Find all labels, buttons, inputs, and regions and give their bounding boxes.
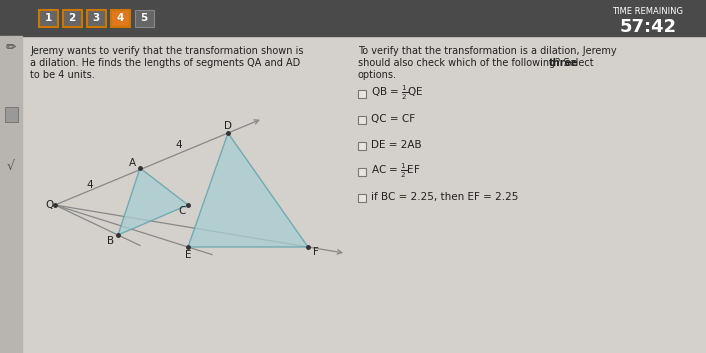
FancyBboxPatch shape [111,10,129,26]
Text: A: A [128,158,136,168]
Text: to be 4 units.: to be 4 units. [30,70,95,80]
Text: ✏: ✏ [6,42,16,54]
Text: TIME REMAINING: TIME REMAINING [613,7,683,16]
Text: 2: 2 [68,13,76,23]
Text: if BC = 2.25, then EF = 2.25: if BC = 2.25, then EF = 2.25 [371,192,518,202]
Text: three: three [549,58,579,68]
Text: B: B [107,236,114,246]
Text: 5: 5 [140,13,148,23]
Text: should also check which of the following? Select: should also check which of the following… [358,58,597,68]
FancyBboxPatch shape [4,107,18,121]
Bar [22,36,706,353]
Text: QB = $\frac{1}{2}$QE: QB = $\frac{1}{2}$QE [371,84,424,102]
FancyBboxPatch shape [358,194,366,202]
Text: Jeremy wants to verify that the transformation shown is: Jeremy wants to verify that the transfor… [30,46,304,56]
FancyBboxPatch shape [135,10,153,26]
FancyBboxPatch shape [358,168,366,176]
Text: AC = $\frac{1}{2}$EF: AC = $\frac{1}{2}$EF [371,162,420,180]
FancyBboxPatch shape [358,90,366,98]
FancyBboxPatch shape [39,10,57,26]
Text: 3: 3 [92,13,100,23]
Text: C: C [179,206,186,216]
FancyBboxPatch shape [358,116,366,124]
FancyBboxPatch shape [63,10,81,26]
Text: DE = 2AB: DE = 2AB [371,140,421,150]
FancyBboxPatch shape [87,10,105,26]
Text: options.: options. [358,70,397,80]
Text: 1: 1 [44,13,52,23]
Text: E: E [185,250,191,260]
Text: 4: 4 [176,139,182,150]
Text: QC = CF: QC = CF [371,114,415,124]
Text: a dilation. He finds the lengths of segments QA and AD: a dilation. He finds the lengths of segm… [30,58,300,68]
FancyBboxPatch shape [358,142,366,150]
Text: To verify that the transformation is a dilation, Jeremy: To verify that the transformation is a d… [358,46,616,56]
Text: 4: 4 [116,13,124,23]
Polygon shape [118,168,188,235]
Text: D: D [224,121,232,131]
Text: 4: 4 [86,179,92,190]
Text: √: √ [7,160,15,173]
Text: 57:42: 57:42 [619,18,676,36]
Text: F: F [313,247,319,257]
Bar [0,0,706,36]
Bar [0,36,22,353]
Text: Q: Q [45,200,53,210]
Polygon shape [188,133,308,247]
